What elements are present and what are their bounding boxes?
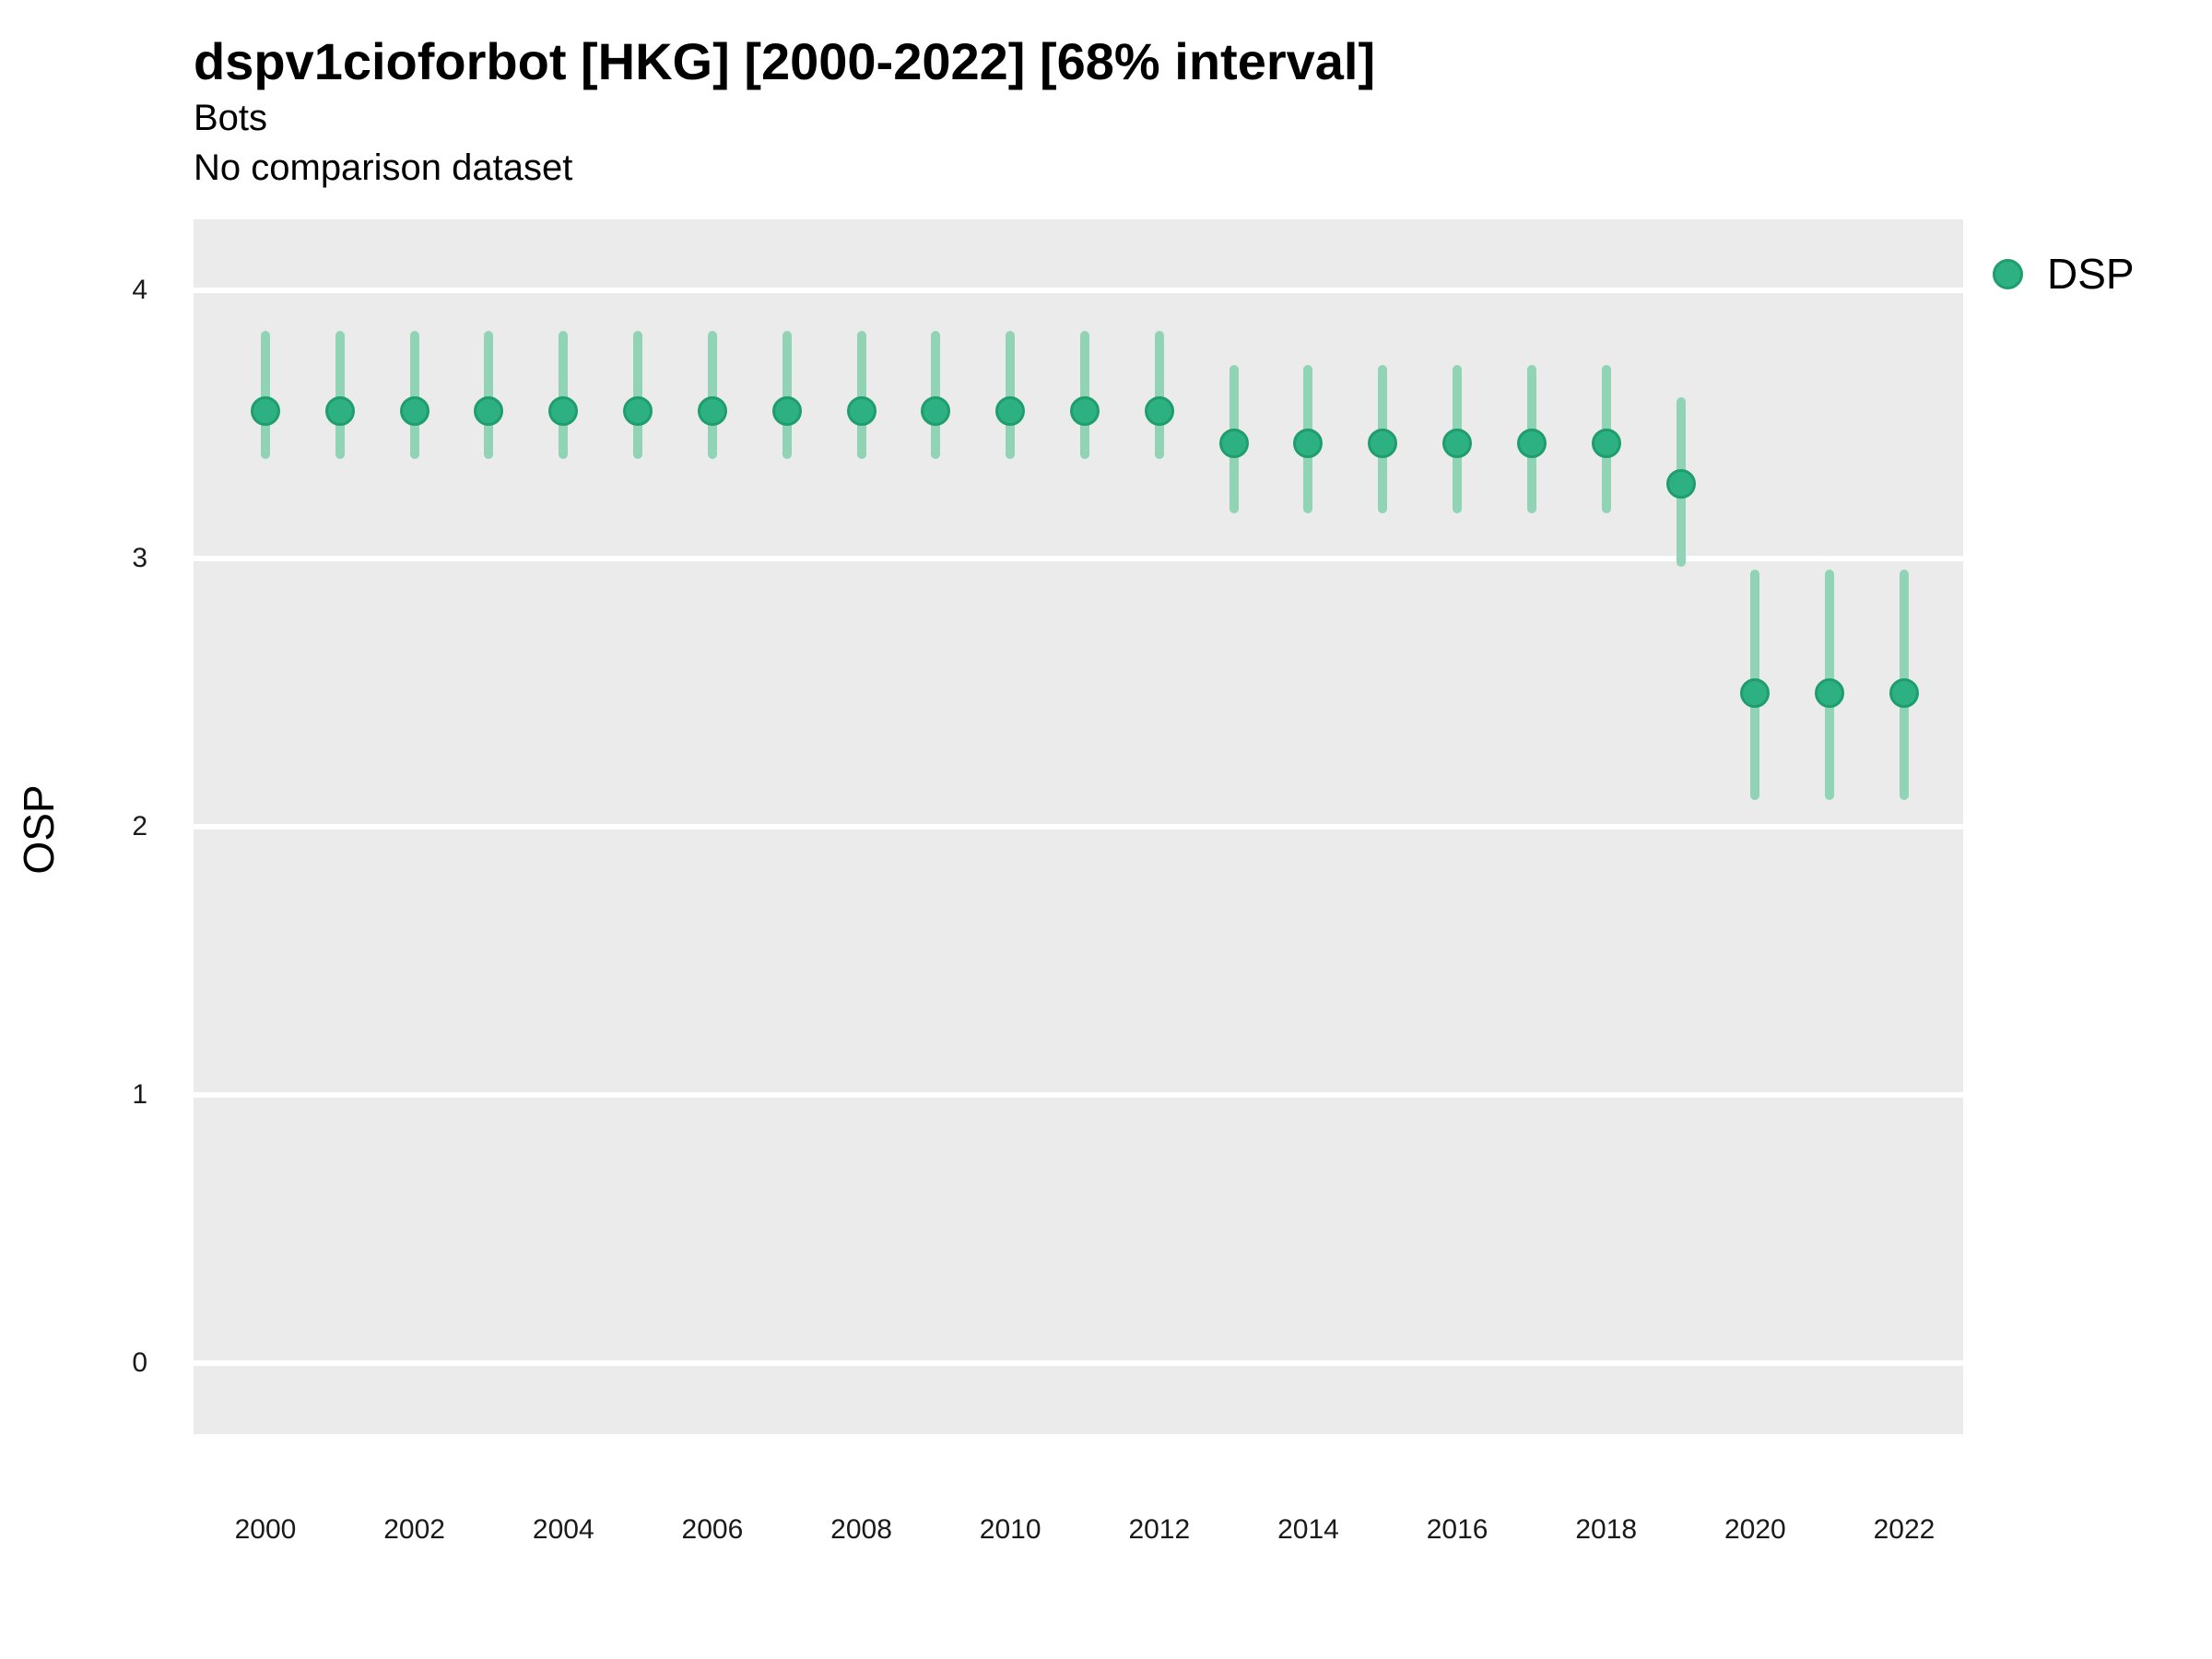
error-bar xyxy=(856,330,866,460)
error-bar xyxy=(1154,330,1164,460)
error-bar xyxy=(931,330,941,460)
y-tick-label: 2 xyxy=(132,811,147,841)
data-point xyxy=(623,395,653,426)
data-point xyxy=(324,395,355,426)
data-point xyxy=(771,395,802,426)
x-tick-label: 2022 xyxy=(1873,1514,1936,1545)
data-point xyxy=(697,395,727,426)
x-tick-label: 2000 xyxy=(234,1514,297,1545)
y-gridline xyxy=(194,824,1963,830)
chart-subtitle: Bots xyxy=(194,98,268,138)
x-tick-label: 2016 xyxy=(1426,1514,1488,1545)
x-tick-label: 2002 xyxy=(383,1514,445,1545)
error-bar xyxy=(1080,330,1089,460)
data-point xyxy=(1218,428,1249,458)
data-point xyxy=(548,395,579,426)
data-point xyxy=(474,395,504,426)
x-tick-label: 2012 xyxy=(1128,1514,1191,1545)
data-point xyxy=(1293,428,1324,458)
data-point xyxy=(1144,395,1174,426)
x-tick-label: 2014 xyxy=(1277,1514,1339,1545)
comparison-note: No comparison dataset xyxy=(194,147,573,188)
y-tick-label: 4 xyxy=(132,275,147,305)
y-gridline xyxy=(194,288,1963,293)
data-point xyxy=(1740,677,1771,708)
x-tick-label: 2006 xyxy=(681,1514,744,1545)
y-tick-label: 1 xyxy=(132,1079,147,1110)
x-tick-label: 2020 xyxy=(1724,1514,1786,1545)
legend: DSP xyxy=(1993,249,2135,299)
error-bar xyxy=(409,330,419,460)
data-point xyxy=(1442,428,1473,458)
data-point xyxy=(995,395,1026,426)
error-bar xyxy=(782,330,792,460)
y-gridline xyxy=(194,556,1963,561)
error-bar xyxy=(484,330,494,460)
data-point xyxy=(921,395,951,426)
data-point xyxy=(1889,677,1919,708)
x-tick-label: 2010 xyxy=(979,1514,1041,1545)
x-tick-label: 2004 xyxy=(532,1514,594,1545)
data-point xyxy=(1591,428,1621,458)
chart-title: dspv1cioforbot [HKG] [2000-2022] [68% in… xyxy=(194,32,1376,90)
error-bar xyxy=(707,330,717,460)
y-gridline xyxy=(194,1092,1963,1098)
data-point xyxy=(1665,468,1696,499)
y-tick-label: 0 xyxy=(132,1347,147,1378)
y-gridline xyxy=(194,1360,1963,1366)
data-point xyxy=(1815,677,1845,708)
data-point xyxy=(1516,428,1547,458)
data-point xyxy=(399,395,429,426)
legend-key-dot xyxy=(1993,258,2023,289)
legend-label: DSP xyxy=(2047,250,2135,298)
error-bar xyxy=(633,330,643,460)
x-tick-label: 2008 xyxy=(830,1514,892,1545)
x-tick-label: 2018 xyxy=(1575,1514,1638,1545)
data-point xyxy=(1368,428,1398,458)
error-bar xyxy=(1006,330,1016,460)
data-point xyxy=(846,395,877,426)
error-bar xyxy=(559,330,569,460)
error-bar xyxy=(261,330,270,460)
y-tick-label: 3 xyxy=(132,543,147,573)
data-point xyxy=(1070,395,1100,426)
error-bar xyxy=(335,330,345,460)
data-point xyxy=(251,395,280,426)
